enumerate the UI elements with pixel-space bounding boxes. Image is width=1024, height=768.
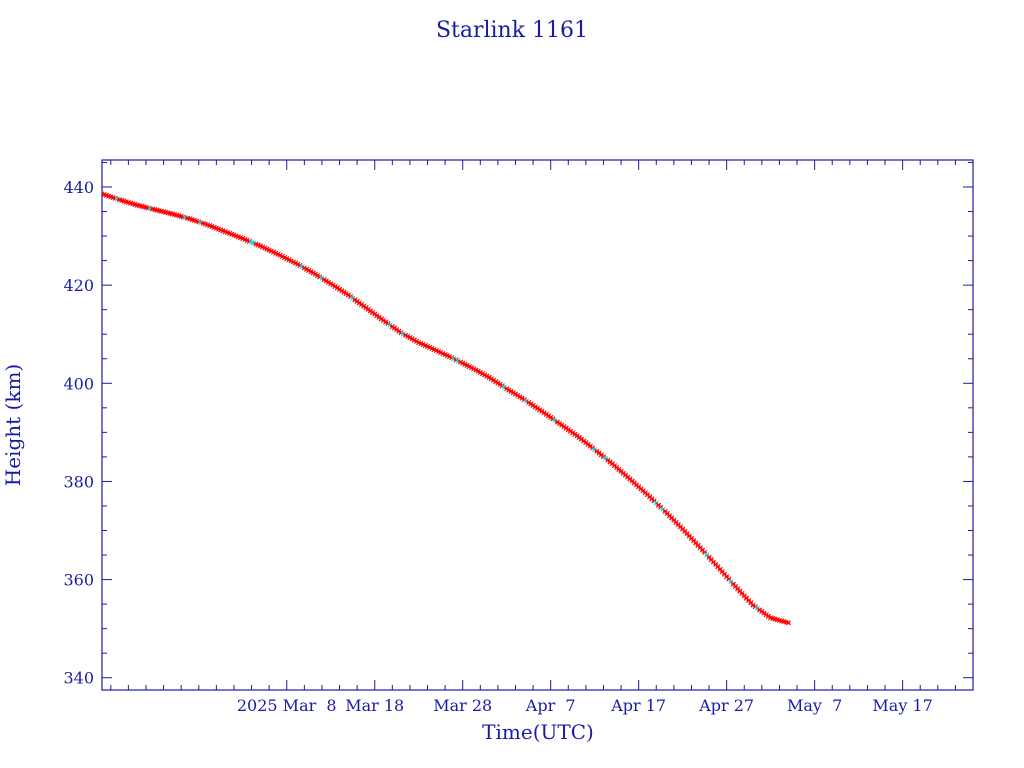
y-tick-label: 340 — [63, 669, 94, 688]
x-tick-label: Mar 28 — [433, 696, 492, 715]
data-point — [95, 190, 99, 194]
plot-frame — [101, 159, 974, 691]
y-axis-label: Height (km) — [1, 364, 25, 486]
y-axis-ticks — [102, 161, 973, 679]
series-group — [95, 190, 791, 626]
x-tick-label: May 7 — [787, 696, 842, 715]
y-tick-label: 360 — [63, 571, 94, 590]
x-tick-label: Apr 7 — [525, 696, 576, 715]
x-tick-label: Apr 17 — [610, 696, 666, 715]
data-point — [102, 190, 103, 196]
series-line — [102, 193, 789, 624]
x-axis-ticks — [110, 160, 974, 690]
x-axis-label: Time(UTC) — [482, 720, 594, 744]
x-tick-label: 2025 Mar 8 — [237, 696, 337, 715]
y-tick-label: 420 — [63, 276, 94, 295]
x-tick-label: Mar 18 — [345, 696, 404, 715]
chart-title: Starlink 1161 — [436, 18, 588, 43]
x-axis-tick-labels: 2025 Mar 8 Mar 18 Mar 28 Apr 7 Apr 17 Apr 27 M… — [237, 696, 933, 715]
y-tick-label: 380 — [63, 472, 94, 491]
y-tick-label: 440 — [63, 178, 94, 197]
series-layer — [95, 190, 791, 626]
x-tick-label: Apr 27 — [698, 696, 754, 715]
x-tick-label: May 17 — [872, 696, 932, 715]
y-tick-label: 400 — [63, 374, 94, 393]
y-axis-tick-labels: 340 360 380 400 420 440 — [63, 178, 94, 688]
data-point — [785, 620, 791, 626]
